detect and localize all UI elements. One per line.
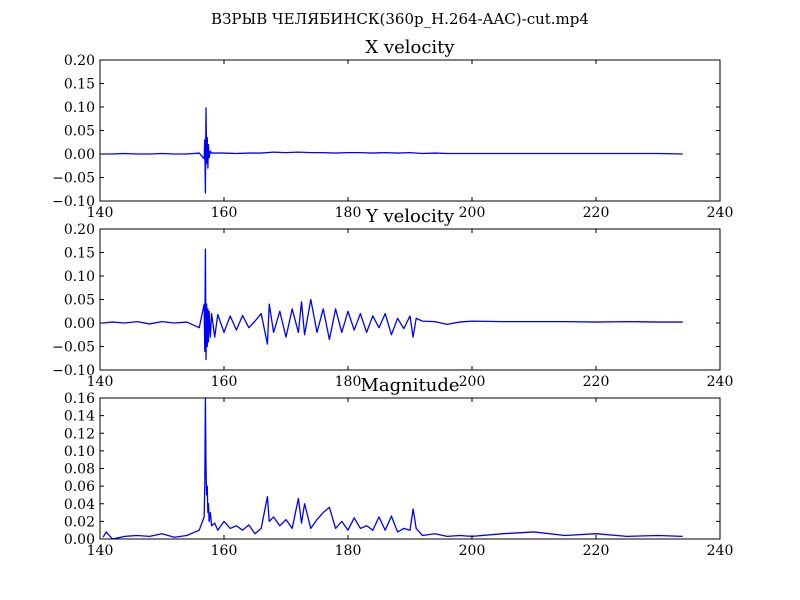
x-velocity-xtick-label: 240 [707,205,734,221]
y-velocity-xtick-label: 240 [707,374,734,390]
x-velocity-ytick-label: 0.15 [64,77,95,93]
x-velocity-xtick-label: 220 [583,205,610,221]
x-velocity-xtick-label: 160 [211,205,238,221]
y-velocity-series-line [103,248,683,361]
magnitude-ytick-label: 0.06 [64,479,95,495]
magnitude-panel: Magnitude 140 160 180 200 220 240 0.00 0.020.04 0… [64,375,734,559]
x-velocity-xtick-label: 140 [87,205,114,221]
y-velocity-axes-frame [99,228,721,371]
magnitude-ytick-label: 0.10 [64,444,95,460]
x-velocity-ytick-label: 0.00 [64,147,95,163]
x-velocity-xtick-label: 200 [459,205,486,221]
magnitude-ytick-label: 0.02 [64,514,95,530]
x-velocity-panel: X velocity 140 160 180 200 220 240 −0.10 −0.05 0.… [52,37,733,221]
x-velocity-ytick-label: −0.05 [52,171,95,187]
y-velocity-panel: Y velocity 140 160 180 200 220 240 −0.10 −0.05 0.… [52,206,733,390]
y-velocity-xtick-label: 220 [583,374,610,390]
x-velocity-ytick-label: 0.10 [64,100,95,116]
magnitude-axes-frame [99,397,721,540]
magnitude-ytick-label: 0.00 [64,532,95,548]
magnitude-ytick-label: 0.04 [64,497,95,513]
magnitude-xtick-label: 180 [335,543,362,559]
y-velocity-xtick-label: 140 [87,374,114,390]
x-velocity-title: X velocity [365,37,455,58]
y-velocity-xtick-label: 180 [335,374,362,390]
magnitude-xtick-label: 160 [211,543,238,559]
y-velocity-ytick-label: −0.10 [52,363,95,379]
magnitude-ytick-label: 0.14 [64,409,95,425]
magnitude-xtick-label: 240 [707,543,734,559]
magnitude-xtick-label: 200 [459,543,486,559]
y-velocity-ytick-label: −0.05 [52,340,95,356]
y-velocity-xtick-label: 160 [211,374,238,390]
y-velocity-title: Y velocity [365,206,455,227]
y-velocity-ytick-label: 0.00 [64,316,95,332]
x-velocity-ytick-label: 0.20 [64,53,95,69]
x-velocity-series-line [103,107,683,194]
y-velocity-ytick-label: 0.20 [64,222,95,238]
x-velocity-axes-frame [99,59,721,202]
magnitude-xtick-label: 220 [583,543,610,559]
x-velocity-ytick-label: −0.10 [52,194,95,210]
magnitude-ytick-label: 0.12 [64,426,95,442]
y-velocity-ytick-label: 0.05 [64,293,95,309]
y-velocity-ytick-label: 0.10 [64,269,95,285]
x-velocity-ytick-label: 0.05 [64,124,95,140]
figure-suptitle: ВЗРЫВ ЧЕЛЯБИНСК(360p_H.264-AAC)-cut.mp4 [211,10,589,28]
x-velocity-xtick-label: 180 [335,205,362,221]
magnitude-series-line [102,397,683,540]
magnitude-ytick-label: 0.16 [64,391,95,407]
y-velocity-ytick-label: 0.15 [64,246,95,262]
magnitude-ytick-label: 0.08 [64,462,95,478]
magnitude-title: Magnitude [360,375,459,396]
magnitude-xtick-label: 140 [87,543,114,559]
y-velocity-xtick-label: 200 [459,374,486,390]
